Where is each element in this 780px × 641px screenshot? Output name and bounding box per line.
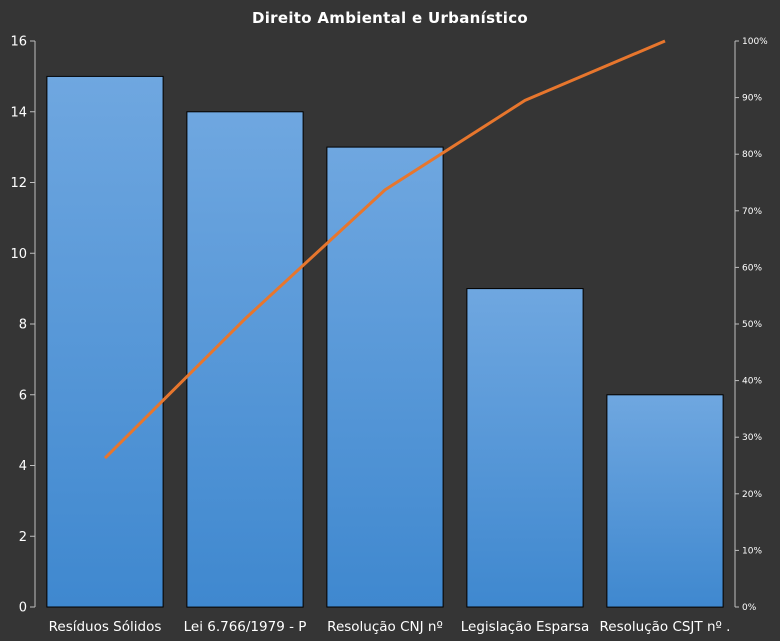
right-tick-label: 50% xyxy=(742,320,762,330)
left-tick-label: 0 xyxy=(19,601,27,616)
category-label: Resíduos Sólidos xyxy=(49,619,162,635)
right-tick-label: 80% xyxy=(742,150,762,160)
category-label: Lei 6.766/1979 - P xyxy=(184,619,307,635)
right-axis: 0% 10% 20% 30% 40% 50% 60% 70% 80% 90% 100% xyxy=(734,37,768,613)
bar xyxy=(46,75,164,608)
right-tick-label: 90% xyxy=(742,94,762,104)
right-tick-label: 10% xyxy=(742,546,762,556)
bar xyxy=(606,394,724,608)
left-tick-label: 4 xyxy=(19,459,27,474)
category-label: Legislação Esparsa xyxy=(461,619,589,635)
category-label: Resolução CNJ nº xyxy=(327,619,443,635)
cumulative-line xyxy=(103,39,666,460)
right-tick-label: 70% xyxy=(742,207,762,217)
right-tick-label: 60% xyxy=(742,263,762,273)
left-tick-label: 6 xyxy=(19,388,27,403)
right-tick-label: 30% xyxy=(742,433,762,443)
left-axis: 0 2 4 6 8 10 12 14 16 xyxy=(10,35,36,616)
left-tick-label: 16 xyxy=(10,35,27,50)
category-label: Resolução CSJT nº . xyxy=(600,619,731,635)
right-tick-label: 40% xyxy=(742,377,762,387)
left-tick-label: 10 xyxy=(10,247,27,262)
left-tick-label: 12 xyxy=(10,176,27,191)
bar xyxy=(466,288,584,608)
right-tick-label: 20% xyxy=(742,490,762,500)
left-tick-label: 8 xyxy=(19,318,27,333)
right-tick-label: 0% xyxy=(742,603,757,613)
category-labels: Resíduos Sólidos Lei 6.766/1979 - P Resolu… xyxy=(49,619,731,635)
left-tick-label: 2 xyxy=(19,530,27,545)
left-tick-label: 14 xyxy=(10,105,27,120)
bar xyxy=(326,146,444,608)
bars xyxy=(46,75,724,608)
cumulative-line-path xyxy=(103,39,666,460)
right-tick-label: 100% xyxy=(742,37,768,47)
chart-title: Direito Ambiental e Urbanístico xyxy=(252,9,528,27)
